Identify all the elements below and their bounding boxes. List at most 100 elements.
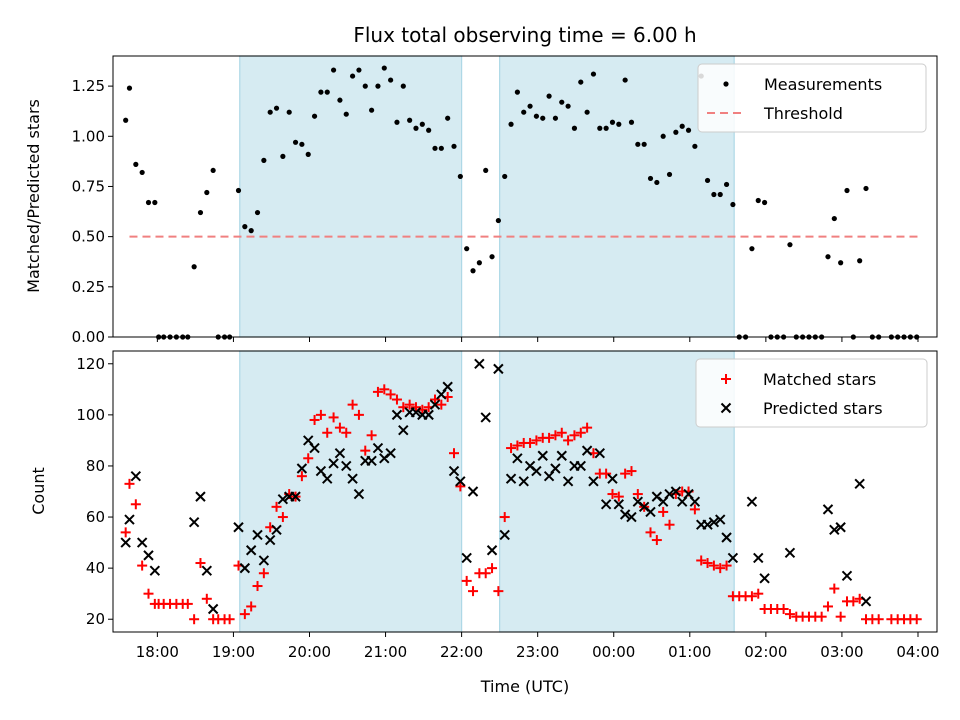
- legend-measurement-marker: [723, 81, 729, 87]
- ratio-legend: Measurements Threshold: [697, 63, 927, 133]
- matched-star-point: [271, 501, 282, 512]
- matched-star-point: [708, 560, 719, 571]
- measurement-point: [337, 97, 343, 103]
- measurement-point: [356, 67, 362, 73]
- matched-star-point: [137, 560, 148, 571]
- predicted-star-point: [239, 562, 251, 574]
- matched-star-point: [315, 409, 326, 420]
- matched-star-point: [715, 563, 726, 574]
- measurement-point: [622, 77, 628, 83]
- predicted-star-point: [366, 455, 377, 467]
- predicted-star-point: [309, 442, 320, 454]
- legend-predicted-marker: [720, 402, 732, 414]
- x-tick-label: 19:00: [212, 643, 255, 661]
- x-tick-label: 21:00: [364, 643, 407, 661]
- predicted-star-point: [347, 473, 358, 484]
- predicted-star-point: [207, 603, 219, 615]
- measurement-point: [362, 83, 368, 89]
- matched-star-point: [525, 437, 536, 448]
- measurement-point: [831, 215, 837, 222]
- measurement-point: [552, 115, 559, 121]
- x-tick-label: 03:00: [820, 643, 863, 661]
- measurement-point: [369, 107, 375, 113]
- predicted-star-point: [727, 552, 739, 564]
- matched-star-point: [829, 583, 840, 594]
- matched-star-point: [124, 478, 135, 489]
- matched-star-point: [632, 489, 643, 500]
- observing-window-band: [239, 350, 463, 633]
- observing-window-band: [499, 55, 735, 338]
- matched-star-point: [873, 614, 884, 625]
- y-tick-label: 20: [86, 610, 105, 628]
- y-tick-label: 120: [76, 355, 105, 373]
- predicted-star-point: [613, 499, 625, 510]
- predicted-star-point: [233, 522, 244, 533]
- measurement-point: [311, 113, 318, 119]
- legend-measurements-label: Measurements: [764, 75, 882, 94]
- measurement-point: [844, 187, 850, 194]
- predicted-star-point: [562, 476, 574, 487]
- predicted-star-point: [410, 407, 422, 418]
- predicted-star-point: [188, 516, 200, 528]
- measurement-point: [292, 139, 299, 145]
- matched-star-point: [696, 555, 707, 566]
- matched-star-point: [322, 427, 333, 438]
- measurement-point: [210, 167, 216, 174]
- predicted-star-point: [619, 509, 631, 520]
- measurement-point: [660, 133, 666, 139]
- observing-windows: [239, 55, 735, 338]
- y-tick-label: 40: [86, 559, 105, 577]
- measurement-point: [546, 93, 552, 99]
- measurement-point: [254, 209, 261, 216]
- predicted-star-point: [575, 460, 586, 472]
- x-axis-label: Time (UTC): [480, 677, 569, 696]
- predicted-star-point: [467, 486, 479, 497]
- measurement-point: [863, 185, 869, 192]
- y-tick-label: 100: [76, 406, 105, 424]
- predicted-star-point: [588, 476, 599, 487]
- matched-star-point: [277, 512, 288, 523]
- y-tick-label: 0.75: [72, 177, 105, 195]
- measurement-point: [590, 71, 597, 77]
- matched-star-point: [182, 598, 193, 609]
- measurement-point: [628, 119, 635, 125]
- measurement-point: [470, 268, 476, 274]
- legend-predicted-label: Predicted stars: [763, 399, 883, 418]
- matched-star-point: [379, 384, 390, 395]
- measurement-point: [286, 109, 292, 115]
- predicted-star-point: [455, 476, 466, 487]
- measurement-point: [261, 157, 267, 163]
- matched-star-point: [195, 558, 206, 569]
- predicted-star-point: [136, 537, 148, 548]
- measurement-point: [578, 79, 584, 85]
- matched-star-point: [848, 596, 859, 607]
- measurement-point: [426, 127, 432, 133]
- measurement-point: [502, 173, 508, 180]
- measurement-point: [603, 125, 609, 131]
- measurement-point: [616, 121, 622, 127]
- measurement-point: [343, 111, 349, 117]
- predicted-star-point: [556, 450, 567, 461]
- matched-star-point: [645, 527, 656, 538]
- matched-star-point: [201, 593, 212, 604]
- predicted-star-point: [708, 516, 720, 528]
- measurement-points: [123, 65, 920, 340]
- predicted-star-point: [721, 532, 732, 543]
- measurement-point: [584, 109, 590, 115]
- matched-star-point: [480, 568, 491, 579]
- predicted-star-point: [499, 529, 510, 541]
- predicted-star-point: [664, 488, 675, 500]
- matched-star-point: [366, 430, 377, 441]
- predicted-star-point: [448, 465, 460, 477]
- matched-star-point: [689, 504, 700, 515]
- x-tick-label: 23:00: [516, 643, 559, 661]
- matched-star-point: [246, 601, 257, 612]
- measurement-point: [413, 125, 419, 131]
- matched-star-point: [601, 468, 612, 479]
- predicted-star-point: [835, 522, 846, 533]
- count-panel: 20 40 60 80 100 120 18:00 19:00 20:00 21:00 22:00…: [29, 350, 940, 696]
- predicted-star-point: [461, 552, 472, 564]
- matched-star-point: [556, 427, 567, 438]
- matched-star-point: [309, 414, 320, 425]
- measurement-point: [299, 141, 305, 147]
